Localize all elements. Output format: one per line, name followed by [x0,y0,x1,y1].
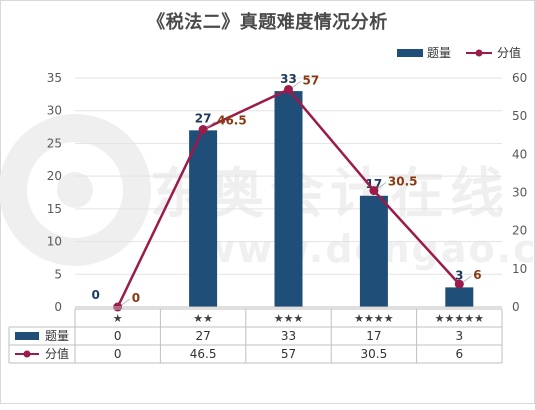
bar-data-label: 33 [280,72,297,86]
table-cell-line: 0 [114,347,122,361]
y-right-tick-label: 50 [512,109,527,123]
table-row-label-line: 分值 [45,346,69,361]
line-label-leader [463,275,472,283]
x-category-label: ★★★★ [354,312,394,325]
y-left-tick-label: 30 [47,104,62,118]
line-point [454,279,464,289]
watermark-logo-ring [0,114,151,266]
table-cell-bar: 33 [281,329,296,343]
legend: 题量 分值 [389,44,521,61]
y-left-tick-label: 0 [54,300,62,314]
x-category-label: ★★★★★ [435,312,484,325]
table-cell-bar: 3 [455,329,463,343]
table-cell-bar: 27 [195,329,210,343]
table-cell-line: 46.5 [190,347,217,361]
line-label-leader [292,81,301,88]
bar-data-label: 0 [92,288,100,302]
y-right-tick-label: 30 [512,186,527,200]
x-category-label: ★★★ [274,312,304,325]
legend-line-swatch [465,49,492,56]
line-data-label: 0 [132,291,140,305]
y-left-tick-label: 15 [47,202,62,216]
bar-data-label: 27 [195,111,212,125]
table-cell-bar: 17 [366,329,381,343]
line-point [198,125,208,135]
legend-item-line: 分值 [465,44,521,61]
line-point [284,84,293,94]
y-right-tick-label: 60 [512,71,527,85]
watermark-logo-dot [57,172,93,208]
table-cell-line: 30.5 [361,347,388,361]
line-label-leader [206,121,216,128]
y-right-tick-label: 40 [512,147,527,161]
line-data-label: 57 [303,73,320,87]
table-row-label-bar: 题量 [45,329,69,343]
bar [274,91,303,307]
bar-data-label: 3 [455,268,463,282]
y-right-tick-label: 10 [512,262,527,276]
line-data-label: 30.5 [388,175,418,189]
legend-label-bar: 题量 [426,46,451,60]
legend-item-bar: 题量 [396,44,451,61]
chart-title: 《税法二》真题难度情况分析 [147,12,388,33]
bar [359,195,388,307]
y-right-tick-label: 0 [512,300,520,314]
line-data-label: 46.5 [217,114,247,128]
table-cell-bar: 0 [114,329,122,343]
x-category-label: ★★ [193,312,213,325]
line-point [369,186,379,196]
legend-label-line: 分值 [496,46,521,60]
table-bar-swatch [15,332,39,340]
line-label-leader [121,298,130,306]
y-right-tick-label: 20 [512,224,527,238]
y-left-tick-label: 35 [47,71,62,85]
legend-bar-swatch [396,48,423,57]
y-left-tick-label: 25 [47,136,62,150]
y-left-tick-label: 5 [54,267,62,281]
bar [189,130,218,307]
bar [445,287,474,307]
table-cell-line: 6 [455,347,463,361]
y-left-tick-label: 10 [47,235,62,249]
line-data-label: 6 [473,268,481,282]
line-label-leader [377,182,387,189]
table-line-swatch-dot [23,350,31,358]
y-left-tick-label: 20 [47,169,62,183]
table-cell-line: 57 [281,347,296,361]
x-category-label: ★ [113,312,123,325]
